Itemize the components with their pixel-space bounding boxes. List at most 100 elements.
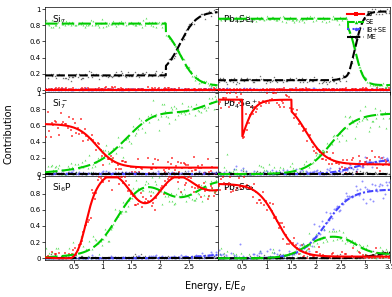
Point (205, 11, 211, 16)
Point (147, 112, 154, 117)
Point (187, 23, 194, 28)
Point (216, 171, 222, 176)
Point (333, 254, 339, 259)
Point (76, 242, 82, 247)
Point (129, 20, 135, 25)
Point (93, 171, 100, 176)
Point (306, 86, 312, 91)
Point (330, 238, 336, 242)
Point (145, 74, 151, 79)
Point (203, 10, 210, 15)
Point (241, 171, 247, 176)
Point (103, 85, 109, 90)
Point (173, 105, 180, 110)
Point (146, 188, 152, 193)
Point (346, 194, 352, 199)
Point (50, 87, 56, 92)
Point (252, 256, 259, 261)
Point (298, 248, 305, 253)
Point (142, 172, 148, 176)
Point (50, 170, 56, 175)
Point (185, 171, 191, 176)
Point (96, 142, 102, 146)
Point (183, 163, 189, 168)
Point (316, 256, 322, 261)
Point (270, 170, 276, 174)
Point (195, 253, 201, 258)
Point (281, 86, 287, 91)
Point (374, 83, 381, 88)
Point (56, 86, 62, 91)
Point (361, 87, 368, 92)
Point (172, 171, 178, 176)
Point (76, 88, 82, 92)
Point (376, 123, 382, 128)
Text: Pb$_4$Se$_4^+$: Pb$_4$Se$_4^+$ (223, 97, 258, 112)
Point (327, 78, 333, 83)
Point (300, 128, 306, 133)
Point (331, 229, 338, 234)
Point (232, 164, 239, 168)
Point (176, 170, 182, 175)
Point (105, 255, 111, 259)
Point (339, 87, 345, 92)
Point (193, 73, 200, 78)
Point (158, 86, 164, 91)
Point (175, 254, 181, 259)
Point (356, 30, 362, 34)
Point (153, 181, 160, 186)
Point (238, 87, 245, 92)
Point (361, 252, 368, 257)
Point (321, 150, 328, 155)
Point (94, 256, 101, 261)
Point (134, 72, 141, 76)
Point (251, 17, 258, 22)
Point (374, 10, 381, 15)
Point (67, 255, 74, 260)
Point (212, 172, 218, 176)
Point (186, 171, 192, 176)
Point (252, 171, 259, 176)
Point (191, 22, 197, 26)
Point (156, 73, 162, 78)
Point (47, 164, 54, 168)
Point (250, 16, 256, 21)
Point (193, 171, 200, 176)
Point (110, 171, 116, 176)
Point (123, 171, 129, 176)
Point (159, 25, 165, 29)
Point (260, 189, 266, 194)
Point (386, 159, 392, 164)
Point (198, 195, 204, 200)
Point (209, 171, 215, 176)
Point (265, 172, 272, 176)
Point (76, 71, 82, 76)
Point (351, 193, 358, 198)
Point (110, 170, 116, 175)
Point (92, 171, 98, 176)
Point (276, 87, 282, 92)
Point (195, 253, 201, 258)
Point (92, 87, 98, 91)
Point (309, 237, 315, 242)
Point (92, 197, 98, 201)
Point (366, 161, 372, 166)
Point (69, 87, 75, 92)
Point (109, 224, 115, 229)
Point (254, 15, 260, 20)
Point (367, 255, 374, 259)
Point (320, 148, 326, 153)
Point (56, 171, 62, 176)
Point (263, 81, 269, 86)
Point (134, 157, 141, 161)
Point (257, 17, 263, 21)
Point (74, 255, 81, 260)
Point (240, 78, 246, 83)
Point (260, 17, 266, 22)
Point (271, 88, 278, 92)
Point (236, 100, 242, 105)
Point (130, 186, 136, 191)
Point (374, 86, 381, 91)
Point (368, 119, 375, 123)
Point (283, 233, 289, 237)
